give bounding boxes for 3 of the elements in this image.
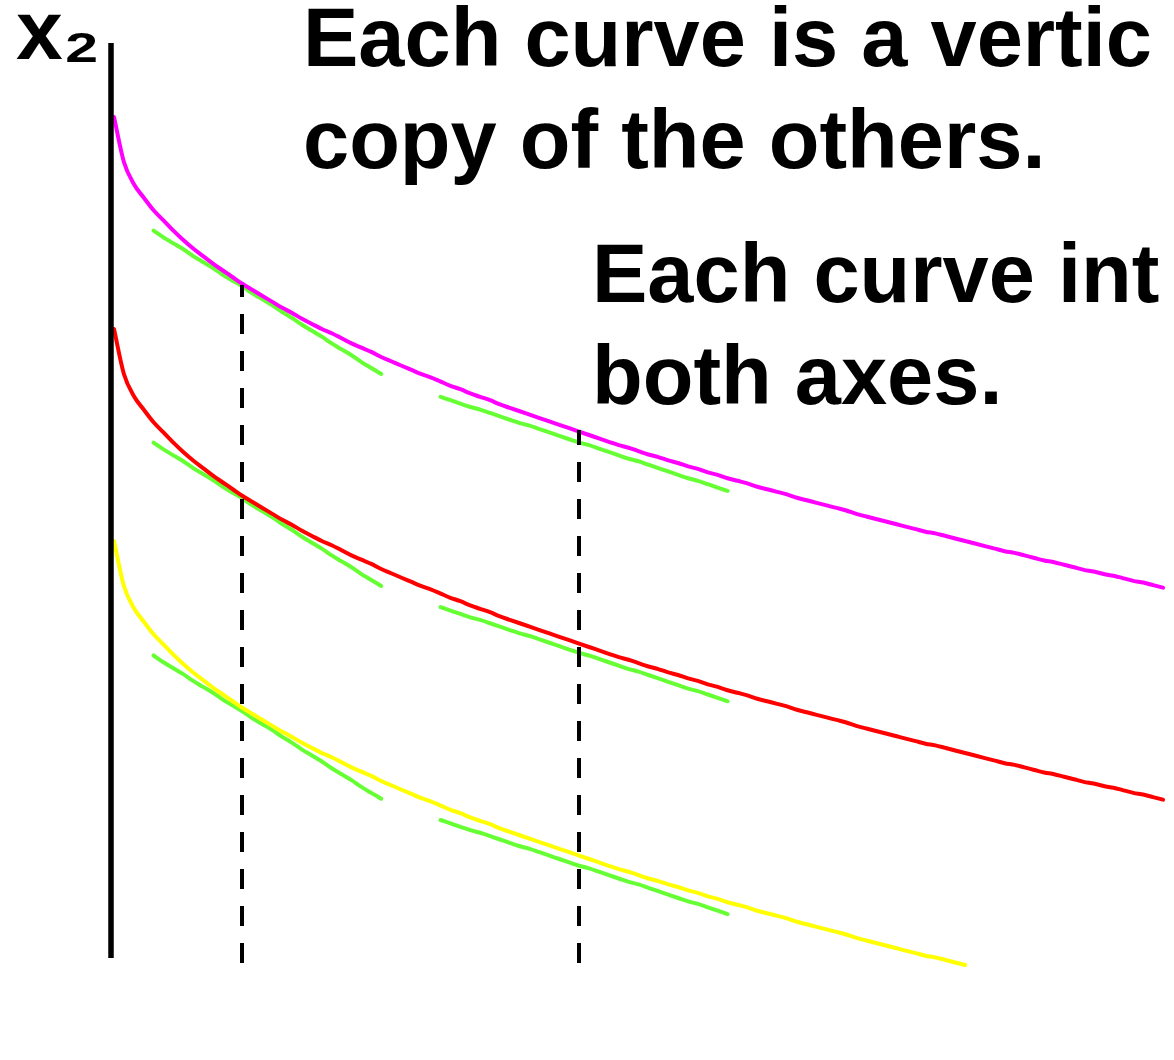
- annotation: Each curve is a vertic copy of the others.: [303, 0, 1153, 188]
- annotation: Each curve int both axes.: [592, 226, 1161, 424]
- y-axis-title: x₂: [16, 0, 101, 77]
